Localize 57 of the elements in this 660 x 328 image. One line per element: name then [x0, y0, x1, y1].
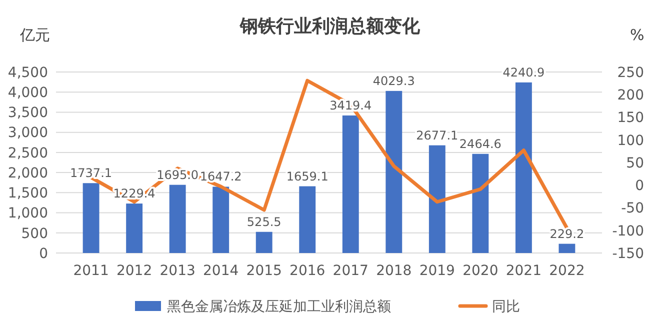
bar — [126, 204, 143, 253]
data-label: 1647.2 — [200, 170, 242, 184]
x-tick-label: 2016 — [290, 263, 326, 279]
y2-tick-label: -150 — [612, 246, 644, 262]
bar — [342, 115, 359, 253]
bar — [169, 184, 186, 253]
y-tick-label: 3,000 — [8, 125, 48, 142]
x-tick-label: 2012 — [116, 263, 152, 279]
bar — [256, 232, 272, 253]
bar — [299, 186, 316, 253]
y-axis-title: 亿元 — [19, 26, 50, 44]
y-tick-label: 4,500 — [8, 64, 48, 81]
x-tick-label: 2018 — [376, 263, 412, 279]
y-tick-label: 4,000 — [8, 85, 48, 102]
data-label: 1659.1 — [286, 169, 328, 184]
y2-tick-label: -50 — [621, 200, 644, 217]
y2-tick-label: -100 — [612, 223, 644, 240]
data-label: 2677.1 — [416, 128, 458, 142]
y2-tick-label: 0 — [635, 178, 644, 194]
y2-tick-label: 100 — [617, 132, 644, 149]
data-label: 1737.1 — [70, 166, 112, 180]
bar — [558, 244, 576, 253]
y-tick-label: 1,500 — [8, 186, 48, 202]
y-tick-label: 2,000 — [8, 165, 48, 182]
x-tick-label: 2021 — [506, 263, 542, 279]
data-label: 4240.9 — [502, 65, 545, 80]
y-tick-label: 1,000 — [8, 206, 48, 222]
bar — [428, 145, 446, 253]
x-tick-label: 2015 — [246, 263, 282, 279]
x-tick-label: 2014 — [203, 263, 239, 279]
bar — [212, 186, 230, 253]
chart-title: 钢铁行业利润总额变化 — [239, 16, 421, 37]
y2-tick-label: 250 — [617, 64, 644, 81]
x-tick-label: 2022 — [549, 263, 585, 279]
y-tick-label: 500 — [21, 226, 48, 242]
bar — [515, 82, 532, 253]
y-tick-label: 0 — [39, 246, 48, 262]
y-tick-label: 2,500 — [8, 145, 48, 162]
data-label: 229.2 — [550, 226, 584, 241]
x-tick-label: 2020 — [462, 263, 498, 279]
y2-tick-label: 150 — [617, 110, 644, 126]
x-tick-label: 2011 — [73, 263, 109, 279]
bar — [82, 183, 100, 253]
y2-tick-label: 50 — [626, 155, 644, 172]
data-label: 2464.6 — [459, 136, 502, 151]
data-label: 4029.3 — [372, 74, 415, 88]
y2-axis-title: % — [630, 26, 644, 44]
legend-label: 同比 — [492, 298, 520, 315]
x-tick-label: 2017 — [332, 263, 368, 279]
legend-label: 黑色金属冶炼及压延加工业利润总额 — [167, 298, 391, 315]
bar — [386, 90, 402, 253]
x-tick-label: 2013 — [160, 263, 196, 279]
data-label: 525.5 — [246, 214, 282, 229]
x-tick-label: 2019 — [419, 263, 455, 279]
y-tick-label: 3,500 — [8, 105, 48, 122]
bar — [472, 154, 489, 253]
y2-tick-label: 200 — [617, 88, 644, 104]
